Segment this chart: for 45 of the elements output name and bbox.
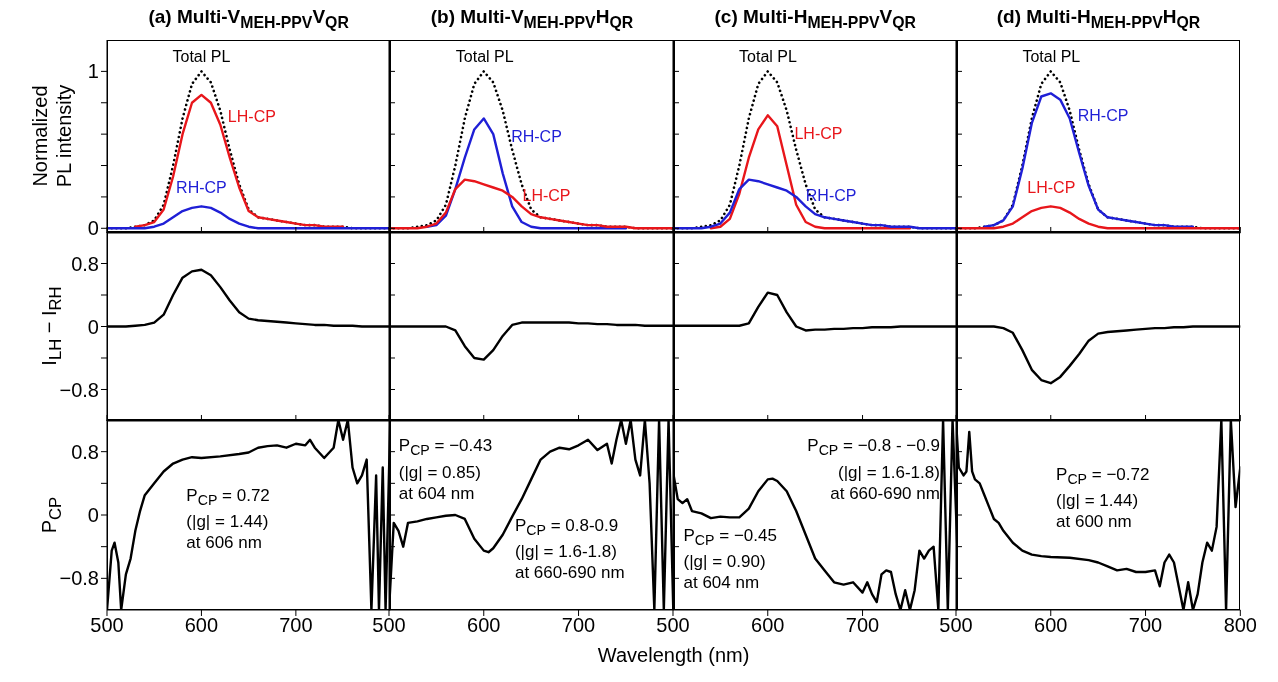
x-tick-label: 500 (372, 614, 406, 637)
series-label: RH-CP (176, 179, 227, 198)
x-tick-label: 800 (1223, 614, 1257, 637)
y-tick-label: 0 (87, 217, 99, 240)
x-tick-label: 500 (939, 614, 973, 637)
y-tick-label: 1 (87, 60, 99, 83)
x-tick-label: 700 (279, 614, 313, 637)
x-tick-label: 600 (184, 614, 219, 637)
annotation: P$_{CP}$ = −0.45 (|g| = 0.90) at 604 nm (683, 524, 777, 593)
x-tick-label: 500 (655, 614, 690, 637)
y-tick-label: −0.8 (59, 378, 99, 401)
x-tick-label: 500 (90, 614, 124, 637)
annotation: P$_{CP}$ = 0.72 (|g| = 1.44) at 606 nm (186, 484, 270, 553)
series-label: Total PL (1022, 48, 1081, 67)
annotation: P$_{CP}$ = −0.8 - −0.9 (|g| = 1.6-1.8) at 660-690 nm (807, 435, 940, 504)
x-tick-label: 700 (562, 614, 596, 637)
chart-title: (b) Multi-V$_{MEH-PPV}$H$_{QR}$ (429, 6, 635, 32)
annotation: P$_{CP}$ = −0.43 (|g| = 0.85) at 604 nm (398, 435, 493, 504)
series-label: Total PL (172, 48, 231, 67)
series-label: LH-CP (227, 108, 276, 127)
x-tick-label: 600 (467, 614, 501, 637)
series-label: Total PL (739, 48, 797, 67)
series-label: LH-CP (794, 125, 843, 144)
y-tick-label: 0 (87, 504, 99, 527)
annotation: P$_{CP}$ = −0.72 (|g| = 1.44) at 600 nm (1056, 463, 1150, 533)
x-axis-title: Wavelength (nm) (596, 644, 751, 667)
series-label: LH-CP (1027, 179, 1076, 198)
x-tick-label: 600 (750, 614, 785, 637)
y-tick-label: 0.8 (71, 252, 99, 275)
y-tick-label: 0 (87, 315, 99, 338)
series-label: RH-CP (1077, 106, 1129, 125)
annotation: P$_{CP}$ = 0.8-0.9 (|g| = 1.6-1.8) at 660-690 nm (514, 515, 625, 584)
y-tick-label: −0.8 (59, 567, 99, 590)
y-tick-label: 0.8 (71, 440, 99, 463)
chart-title: (a) Multi-V$_{MEH-PPV}$V$_{QR}$ (147, 6, 350, 32)
x-tick-label: 700 (845, 614, 879, 637)
series-label: RH-CP (805, 186, 857, 205)
chart-title: (d) Multi-H$_{MEH-PPV}$H$_{QR}$ (995, 6, 1202, 32)
y-axis-title: Normalized PL intensity (28, 83, 76, 190)
series-label: Total PL (455, 48, 514, 67)
series-label: RH-CP (511, 127, 562, 146)
x-tick-label: 700 (1128, 614, 1163, 637)
chart-title: (c) Multi-H$_{MEH-PPV}$V$_{QR}$ (713, 6, 917, 32)
x-tick-label: 600 (1033, 614, 1068, 637)
series-label: LH-CP (522, 186, 571, 205)
